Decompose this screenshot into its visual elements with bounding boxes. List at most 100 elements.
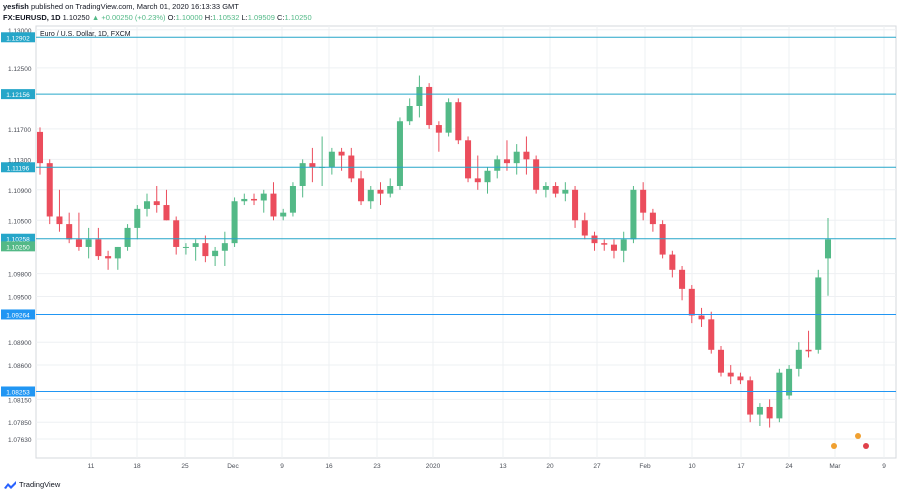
candle-body bbox=[494, 159, 501, 171]
x-tick-label: 13 bbox=[499, 463, 507, 470]
candle-body bbox=[66, 224, 73, 240]
candle-body bbox=[309, 163, 316, 167]
y-tick-label: 1.08600 bbox=[8, 363, 32, 370]
candle-body bbox=[416, 86, 423, 106]
candle-body bbox=[669, 254, 676, 270]
candle-body bbox=[503, 159, 510, 164]
candle-body bbox=[153, 201, 160, 206]
level-price-label: 1.09264 bbox=[6, 312, 30, 319]
candle-body bbox=[698, 315, 705, 320]
candle-body bbox=[75, 239, 82, 247]
high-label: H: bbox=[204, 13, 213, 22]
candle-body bbox=[455, 102, 462, 141]
x-tick-label: 2020 bbox=[426, 463, 441, 470]
y-tick-label: 1.07630 bbox=[8, 437, 32, 444]
candle-body bbox=[640, 189, 647, 213]
candle-body bbox=[328, 151, 335, 167]
candle-body bbox=[435, 125, 442, 133]
candle-body bbox=[815, 277, 822, 350]
footer: TradingView bbox=[4, 480, 60, 489]
published-text: published on TradingView.com, March 01, … bbox=[30, 2, 239, 11]
candle-body bbox=[542, 186, 549, 190]
level-price-tag bbox=[1, 89, 35, 100]
close-label: C: bbox=[277, 13, 285, 22]
candle-body bbox=[591, 235, 598, 244]
x-tick-label: Feb bbox=[639, 463, 651, 470]
symbol-label: FX:EURUSD, 1D bbox=[3, 13, 61, 22]
candle-body bbox=[610, 244, 617, 251]
candle-body bbox=[338, 151, 345, 156]
level-price-label: 1.10258 bbox=[6, 237, 30, 244]
close-value: 1.10250 bbox=[284, 13, 312, 22]
x-tick-label: 25 bbox=[181, 463, 189, 470]
candle-body bbox=[231, 201, 238, 244]
candle-body bbox=[766, 406, 773, 419]
candle-body bbox=[776, 372, 783, 419]
candle-body bbox=[513, 151, 520, 164]
candle-body bbox=[533, 159, 540, 190]
candle-body bbox=[192, 243, 199, 247]
open-label: O: bbox=[167, 13, 176, 22]
candle-body bbox=[56, 216, 63, 225]
candle-body bbox=[134, 208, 141, 228]
y-tick-label: 1.10500 bbox=[8, 218, 32, 225]
y-tick-label: 1.11300 bbox=[8, 157, 31, 164]
x-tick-label: 18 bbox=[133, 463, 141, 470]
candle-body bbox=[260, 193, 267, 201]
candle-body bbox=[46, 163, 53, 217]
candle-body bbox=[786, 368, 793, 396]
candle-body bbox=[358, 178, 365, 202]
y-tick-label: 1.09500 bbox=[8, 294, 32, 301]
candle-body bbox=[105, 256, 112, 259]
event-marker-icon bbox=[855, 433, 861, 439]
candle-body bbox=[173, 220, 180, 247]
candle-body bbox=[270, 193, 277, 217]
candle-body bbox=[747, 380, 754, 415]
candle-body bbox=[601, 243, 608, 245]
plot-frame bbox=[35, 25, 897, 459]
level-price-tag bbox=[1, 233, 35, 244]
candle-body bbox=[221, 243, 228, 251]
x-tick-label: 11 bbox=[88, 463, 95, 470]
x-tick-label: 9 bbox=[280, 463, 284, 470]
level-price-label: 1.12156 bbox=[6, 92, 30, 99]
level-price-tag bbox=[1, 162, 35, 173]
candle-body bbox=[824, 239, 832, 259]
candle-body bbox=[289, 186, 296, 213]
level-price-tag bbox=[1, 309, 35, 320]
tradingview-logo-icon bbox=[4, 480, 16, 489]
candle-body bbox=[649, 212, 656, 225]
candle-body bbox=[367, 189, 374, 202]
candle-body bbox=[465, 140, 472, 179]
candle-body bbox=[630, 189, 637, 240]
candle-body bbox=[717, 349, 725, 373]
candle-body bbox=[474, 178, 481, 183]
current-price-label: 1.10250 bbox=[6, 244, 30, 251]
level-price-label: 1.11196 bbox=[7, 165, 30, 172]
x-tick-label: 16 bbox=[325, 463, 333, 470]
candle-body bbox=[484, 170, 491, 183]
candle-body bbox=[756, 406, 763, 415]
y-tick-label: 1.08900 bbox=[8, 340, 32, 347]
high-value: 1.10532 bbox=[212, 13, 240, 22]
level-price-tag bbox=[1, 32, 35, 43]
candle-body bbox=[445, 102, 452, 133]
x-tick-label: Dec bbox=[227, 463, 239, 470]
x-tick-label: 10 bbox=[688, 463, 696, 470]
candle-body bbox=[182, 246, 189, 248]
chart-title: Euro / U.S. Dollar, 1D, FXCM bbox=[40, 31, 131, 38]
candle-body bbox=[688, 288, 695, 316]
level-price-label: 1.08253 bbox=[6, 389, 30, 396]
candle-body bbox=[124, 227, 131, 247]
candle-body bbox=[679, 269, 686, 289]
candle-body bbox=[659, 224, 666, 255]
last-price: 1.10250 bbox=[62, 13, 90, 22]
x-tick-label: 23 bbox=[373, 463, 381, 470]
x-tick-label: 20 bbox=[546, 463, 554, 470]
x-tick-label: 24 bbox=[785, 463, 793, 470]
y-tick-label: 1.12500 bbox=[8, 66, 32, 73]
price-change: ▲ +0.00250 (+0.23%) bbox=[91, 13, 166, 22]
brand-name: TradingView bbox=[19, 480, 61, 489]
candle-body bbox=[737, 376, 744, 381]
